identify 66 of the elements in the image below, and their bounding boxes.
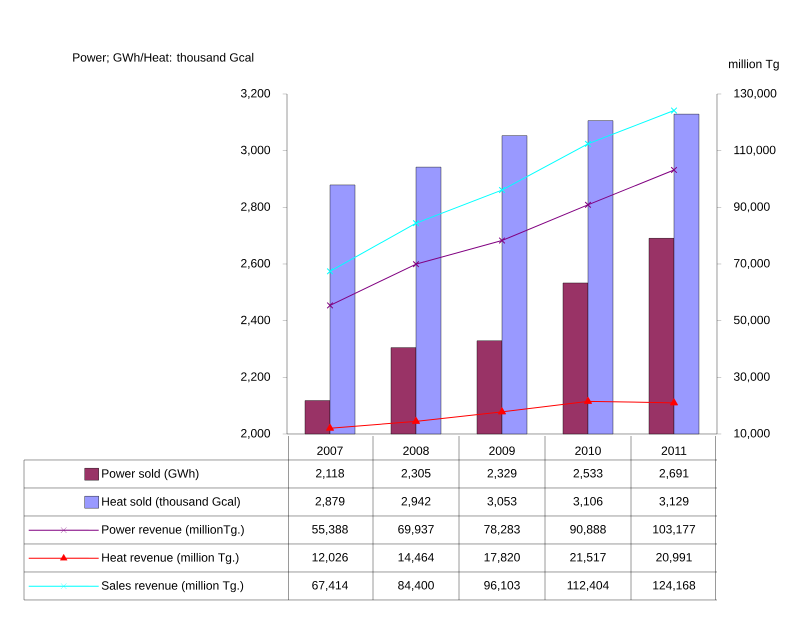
y2-tick-label: 110,000 xyxy=(734,146,776,156)
y2-tick-label: 70,000 xyxy=(734,259,770,269)
point xyxy=(412,220,420,227)
x-tick-label: 2011 xyxy=(662,446,686,455)
legend-label: Sales revenue (million Tg.) xyxy=(102,580,244,592)
legend-label: Heat revenue (million Tg.) xyxy=(102,552,238,564)
y2-tick-label: 90,000 xyxy=(734,202,770,212)
point xyxy=(584,201,592,208)
point xyxy=(498,186,506,194)
data-label: 90,888 xyxy=(570,525,606,535)
y-tick-label: 2,000 xyxy=(241,429,270,439)
data-label: 55,388 xyxy=(312,525,348,535)
point xyxy=(584,396,592,404)
data-label: 69,937 xyxy=(398,525,434,535)
data-label: 112,404 xyxy=(568,581,609,591)
data-label: 2,305 xyxy=(402,469,431,479)
legend-label: Power revenue (millionTg.) xyxy=(102,524,244,536)
point xyxy=(326,268,334,275)
data-label: 96,103 xyxy=(484,581,520,591)
y-axis-title: Power; GWh/Heat: thousand Gcal xyxy=(73,52,254,64)
point xyxy=(670,107,678,114)
data-label: 2,879 xyxy=(316,497,344,507)
point xyxy=(412,260,420,268)
y2-tick-label: 130,000 xyxy=(734,89,776,99)
data-label: 2,942 xyxy=(402,497,430,507)
point xyxy=(326,302,334,309)
legend-label: Power sold (GWh) xyxy=(102,468,198,480)
data-label: 14,464 xyxy=(398,553,434,563)
point xyxy=(670,398,678,406)
data-label: 67,414 xyxy=(312,581,348,591)
point xyxy=(584,140,592,148)
data-label: 2,329 xyxy=(488,469,516,479)
x-tick-label: 2009 xyxy=(489,446,515,455)
point xyxy=(498,407,506,414)
data-label: 2,118 xyxy=(316,469,344,479)
x-tick-label: 2008 xyxy=(403,446,429,455)
y-tick-label: 2,800 xyxy=(241,202,270,212)
data-label: 17,820 xyxy=(484,553,520,563)
x-tick-label: 2010 xyxy=(575,446,601,455)
data-label: 20,991 xyxy=(656,553,692,563)
data-label: 12,026 xyxy=(312,553,348,563)
y2-tick-label: 10,000 xyxy=(734,429,770,439)
data-label: 124,168 xyxy=(653,581,696,591)
data-label: 3,106 xyxy=(573,497,602,507)
y-tick-label: 2,200 xyxy=(241,372,270,382)
point xyxy=(498,237,506,244)
y2-axis-title: million Tg xyxy=(729,59,779,71)
data-label: 3,053 xyxy=(487,497,516,507)
y-tick-label: 2,400 xyxy=(241,316,270,326)
data-label: 2,691 xyxy=(660,469,688,479)
y-tick-label: 2,600 xyxy=(241,259,270,269)
point xyxy=(670,166,678,174)
data-label: 2,533 xyxy=(574,469,602,479)
legend-label: Heat sold (thousand Gcal) xyxy=(102,496,240,508)
data-label: 84,400 xyxy=(398,581,434,591)
x-tick-label: 2007 xyxy=(317,446,343,455)
y2-tick-label: 50,000 xyxy=(734,316,770,326)
data-label: 103,177 xyxy=(653,525,696,535)
data-label: 78,283 xyxy=(484,525,520,535)
y-tick-label: 3,000 xyxy=(240,146,270,156)
y-tick-label: 3,200 xyxy=(240,89,270,99)
point xyxy=(412,416,420,424)
data-label: 3,129 xyxy=(659,497,688,507)
data-label: 21,517 xyxy=(570,553,606,563)
point xyxy=(326,424,334,431)
y2-tick-label: 30,000 xyxy=(734,372,770,382)
